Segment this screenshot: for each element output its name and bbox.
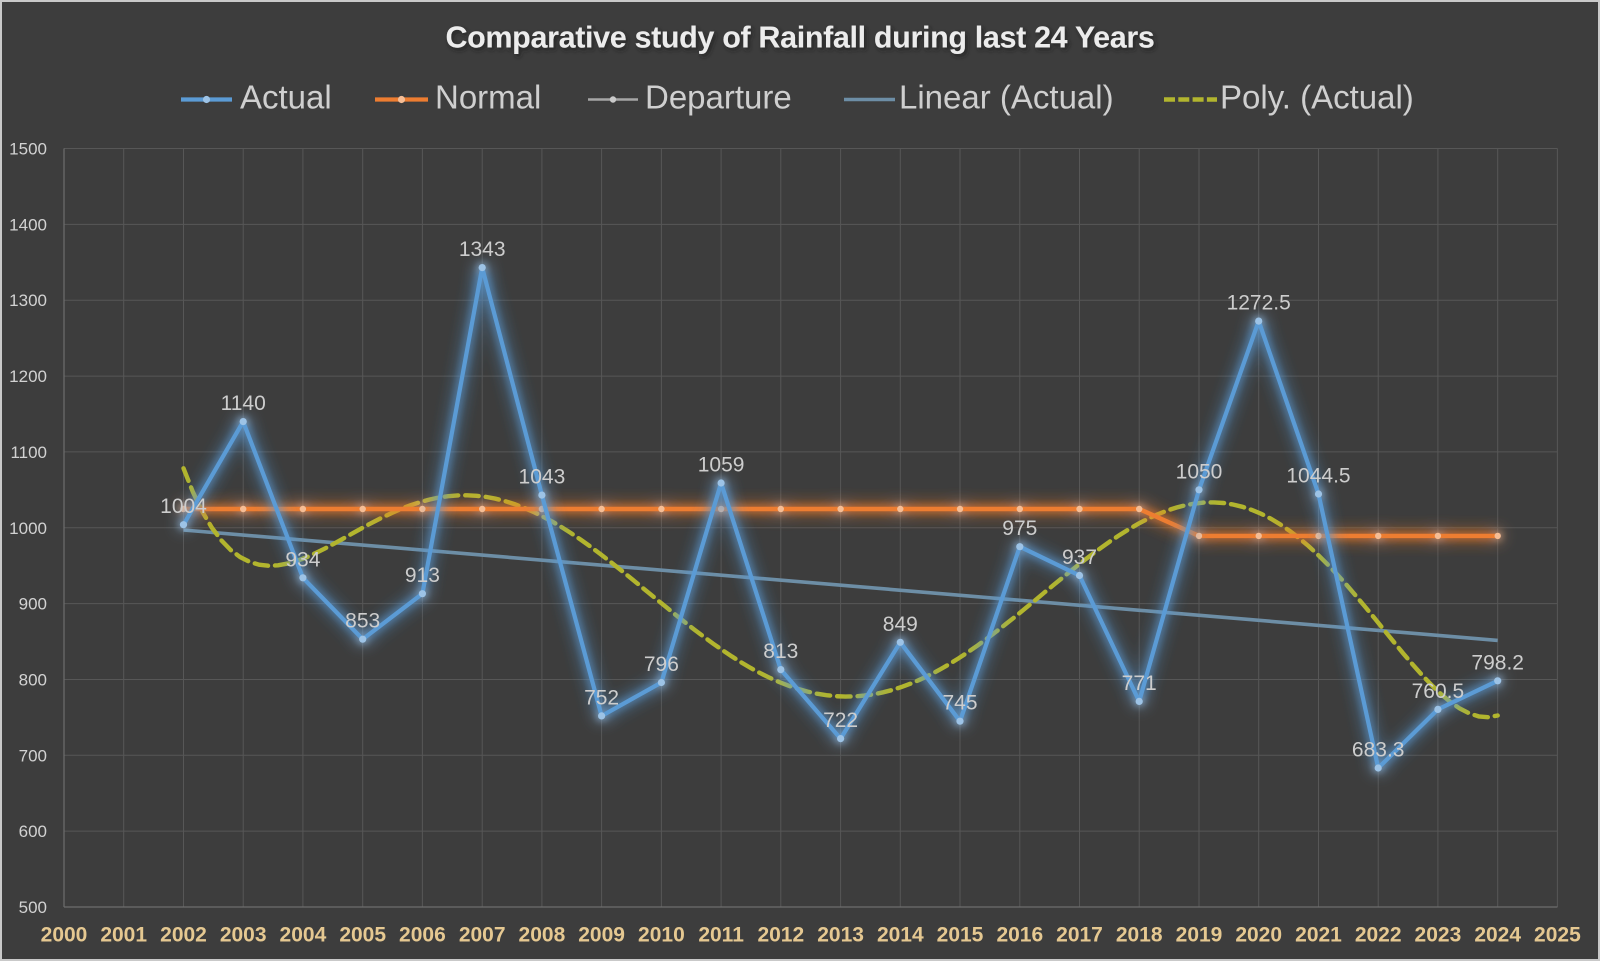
svg-text:700: 700 — [19, 746, 47, 765]
svg-text:2020: 2020 — [1235, 924, 1282, 947]
svg-text:760.5: 760.5 — [1412, 680, 1465, 703]
svg-text:2008: 2008 — [519, 924, 566, 947]
svg-text:1004: 1004 — [160, 495, 207, 518]
svg-text:2014: 2014 — [877, 924, 924, 947]
svg-text:Poly. (Actual): Poly. (Actual) — [1220, 79, 1414, 116]
svg-text:934: 934 — [285, 548, 320, 571]
svg-text:1044.5: 1044.5 — [1286, 465, 1350, 488]
svg-text:1200: 1200 — [9, 367, 47, 386]
svg-text:2015: 2015 — [937, 924, 984, 947]
svg-text:849: 849 — [883, 613, 918, 636]
svg-text:2022: 2022 — [1355, 924, 1402, 947]
svg-text:2023: 2023 — [1415, 924, 1462, 947]
svg-text:1050: 1050 — [1176, 460, 1223, 483]
svg-text:1343: 1343 — [459, 238, 506, 261]
svg-text:913: 913 — [405, 564, 440, 587]
svg-text:1272.5: 1272.5 — [1227, 292, 1291, 315]
svg-text:1000: 1000 — [9, 519, 47, 538]
svg-text:2021: 2021 — [1295, 924, 1342, 947]
svg-text:1043: 1043 — [519, 466, 566, 489]
svg-text:2016: 2016 — [996, 924, 1043, 947]
svg-text:1500: 1500 — [9, 140, 47, 159]
svg-text:2024: 2024 — [1474, 924, 1521, 947]
svg-text:722: 722 — [823, 709, 858, 732]
svg-text:2018: 2018 — [1116, 924, 1163, 947]
svg-text:2011: 2011 — [698, 924, 744, 947]
svg-text:500: 500 — [19, 898, 47, 917]
svg-text:1059: 1059 — [698, 454, 745, 477]
svg-text:752: 752 — [584, 686, 619, 709]
svg-text:Actual: Actual — [240, 79, 332, 116]
svg-text:1300: 1300 — [9, 291, 47, 310]
svg-text:2004: 2004 — [280, 924, 327, 947]
svg-text:1140: 1140 — [221, 392, 266, 415]
svg-text:798.2: 798.2 — [1471, 651, 1524, 674]
svg-text:600: 600 — [19, 822, 47, 841]
svg-text:Departure: Departure — [645, 79, 792, 116]
svg-text:2005: 2005 — [339, 924, 386, 947]
svg-text:1100: 1100 — [10, 443, 47, 462]
svg-text:2003: 2003 — [220, 924, 267, 947]
svg-text:2002: 2002 — [160, 924, 207, 947]
svg-text:2000: 2000 — [41, 924, 88, 947]
svg-text:2012: 2012 — [757, 924, 804, 947]
svg-text:2007: 2007 — [459, 924, 506, 947]
svg-text:683.3: 683.3 — [1352, 739, 1405, 762]
svg-text:Normal: Normal — [435, 79, 541, 116]
svg-text:2019: 2019 — [1176, 924, 1223, 947]
svg-text:Linear (Actual): Linear (Actual) — [899, 79, 1114, 116]
svg-text:796: 796 — [644, 653, 679, 676]
svg-text:Comparative study of Rainfall: Comparative study of Rainfall during las… — [445, 21, 1154, 55]
svg-text:745: 745 — [942, 692, 977, 715]
svg-text:2009: 2009 — [578, 924, 625, 947]
svg-text:900: 900 — [19, 595, 47, 614]
svg-text:975: 975 — [1002, 517, 1037, 540]
svg-text:771: 771 — [1122, 672, 1157, 695]
svg-text:2001: 2001 — [100, 924, 147, 947]
svg-text:853: 853 — [345, 610, 380, 633]
svg-text:2025: 2025 — [1534, 924, 1581, 947]
svg-text:1400: 1400 — [9, 215, 47, 234]
svg-text:2006: 2006 — [399, 924, 446, 947]
svg-text:813: 813 — [763, 640, 798, 663]
svg-text:2017: 2017 — [1056, 924, 1103, 947]
svg-text:2013: 2013 — [817, 924, 864, 947]
svg-text:937: 937 — [1062, 546, 1097, 569]
svg-text:2010: 2010 — [638, 924, 685, 947]
svg-text:800: 800 — [19, 671, 47, 690]
